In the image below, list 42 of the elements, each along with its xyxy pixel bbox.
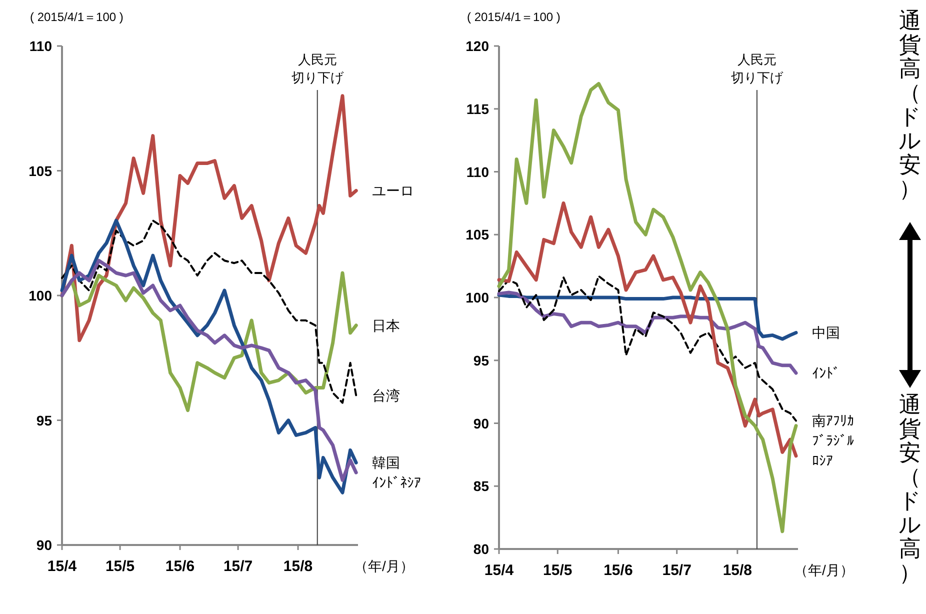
x-tick-label: 15/6 [604,562,633,579]
series-label: 日本 [372,317,400,334]
x-tick-label: 15/7 [662,562,692,579]
x-tick-label: 15/8 [283,558,313,575]
x-tick-label: 15/5 [105,558,135,575]
series-label: 台湾 [372,387,400,404]
y-tick-label: 100 [28,288,52,304]
y-tick-label: 105 [28,162,52,179]
x-tick-label: 15/8 [722,562,752,579]
x-tick-label: 15/4 [484,562,514,579]
series-label: ﾛｼｱ [812,452,833,469]
x-tick-label: 15/6 [165,558,195,575]
x-tick-label: 15/7 [223,558,253,575]
y-tick-label: 105 [466,226,490,243]
series-label: ｲﾝﾄﾞ [812,364,840,381]
ref-line-label: 人民元切り下げ [291,52,344,85]
series-label: 中国 [812,324,840,341]
y-tick-label: 95 [36,412,52,428]
y-tick-label: 110 [466,164,490,180]
y-tick-label: 115 [466,100,490,117]
series-label: ｲﾝﾄﾞﾈｼｱ [372,474,421,491]
y-tick-label: 80 [473,541,490,557]
y-axis-title: ( 2015/4/1＝100 ) [467,10,560,24]
y-tick-label: 95 [473,352,490,368]
ref-line-label: 人民元切り下げ [730,52,784,85]
text: 通貨高（ドル安） [898,8,922,201]
series-label: 南ｱﾌﾘｶ [812,412,854,429]
x-axis-title: （年/月） [794,562,854,578]
y-tick-label: 120 [466,38,490,54]
y-tick-label: 85 [473,478,490,494]
x-tick-label: 15/4 [47,558,78,575]
series-label: 韓国 [372,454,400,471]
y-tick-label: 110 [29,38,52,54]
series-label: ユーロ [372,182,414,199]
x-tick-label: 15/5 [543,562,572,579]
y-axis-title: ( 2015/4/1＝100 ) [30,10,124,24]
x-axis-title: （年/月） [354,558,414,574]
y-tick-label: 90 [36,537,52,553]
text: 通貨安（ドル高） [898,392,922,585]
series-label: ﾌﾞﾗｼﾞﾙ [812,432,854,449]
y-tick-label: 100 [466,290,490,306]
y-tick-label: 90 [473,415,490,432]
